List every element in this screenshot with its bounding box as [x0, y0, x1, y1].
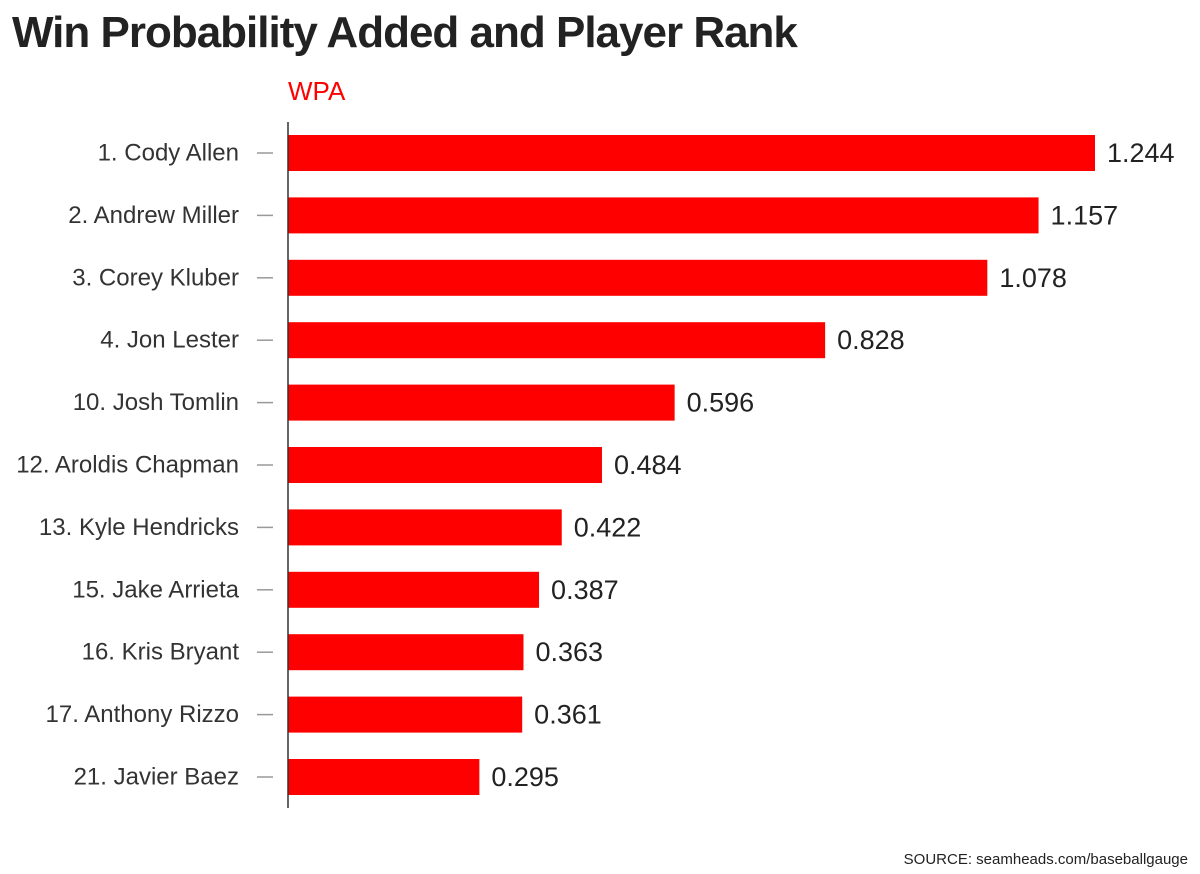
- bar-1-cody-allen: [288, 135, 1095, 171]
- category-label-21-javier-baez: 21. Javier Baez: [74, 764, 239, 791]
- category-label-2-andrew-miller: 2. Andrew Miller: [68, 202, 239, 229]
- axis-title-wpa: WPA: [288, 76, 346, 106]
- bar-17-anthony-rizzo: [288, 696, 523, 733]
- bar-21-javier-baez: [288, 759, 480, 795]
- value-label-15-jake-arrieta: 0.387: [551, 575, 619, 605]
- bar-3-corey-kluber: [288, 259, 988, 296]
- bars: [288, 135, 1095, 795]
- value-label-1-cody-allen: 1.244: [1107, 138, 1175, 168]
- value-labels: 1.244 1.157 1.078 0.828 0.596 0.484 0.422 0.387…: [491, 138, 1174, 792]
- value-label-3-corey-kluber: 1.078: [999, 263, 1067, 293]
- bar-2-andrew-miller: [288, 197, 1039, 234]
- category-ticks: [257, 152, 273, 778]
- value-label-13-kyle-hendricks: 0.422: [574, 512, 642, 542]
- category-label-15-jake-arrieta: 15. Jake Arrieta: [72, 576, 239, 603]
- chart-title: Win Probability Added and Player Rank: [12, 8, 798, 57]
- category-label-4-jon-lester: 4. Jon Lester: [100, 327, 239, 354]
- value-label-21-javier-baez: 0.295: [491, 762, 559, 792]
- bar-15-jake-arrieta: [288, 571, 540, 608]
- bar-13-kyle-hendricks: [288, 509, 562, 546]
- category-label-1-cody-allen: 1. Cody Allen: [98, 140, 239, 167]
- value-label-4-jon-lester: 0.828: [837, 325, 905, 355]
- category-label-3-corey-kluber: 3. Corey Kluber: [72, 264, 239, 291]
- value-label-17-anthony-rizzo: 0.361: [534, 700, 602, 730]
- category-label-10-josh-tomlin: 10. Josh Tomlin: [73, 389, 239, 416]
- category-labels: 1. Cody Allen 2. Andrew Miller 3. Corey Kl…: [16, 140, 239, 791]
- value-label-16-kris-bryant: 0.363: [535, 637, 603, 667]
- category-label-13-kyle-hendricks: 13. Kyle Hendricks: [39, 514, 239, 541]
- category-label-17-anthony-rizzo: 17. Anthony Rizzo: [46, 701, 239, 728]
- value-label-10-josh-tomlin: 0.596: [687, 388, 755, 418]
- bar-4-jon-lester: [288, 322, 826, 359]
- category-label-12-aroldis-chapman: 12. Aroldis Chapman: [16, 452, 239, 479]
- bar-10-josh-tomlin: [288, 384, 675, 421]
- bar-16-kris-bryant: [288, 634, 524, 671]
- bar-12-aroldis-chapman: [288, 447, 602, 483]
- value-label-12-aroldis-chapman: 0.484: [614, 450, 682, 480]
- source-note: SOURCE: seamheads.com/baseballgauge: [903, 851, 1188, 868]
- category-label-16-kris-bryant: 16. Kris Bryant: [82, 639, 240, 666]
- value-label-2-andrew-miller: 1.157: [1051, 200, 1119, 230]
